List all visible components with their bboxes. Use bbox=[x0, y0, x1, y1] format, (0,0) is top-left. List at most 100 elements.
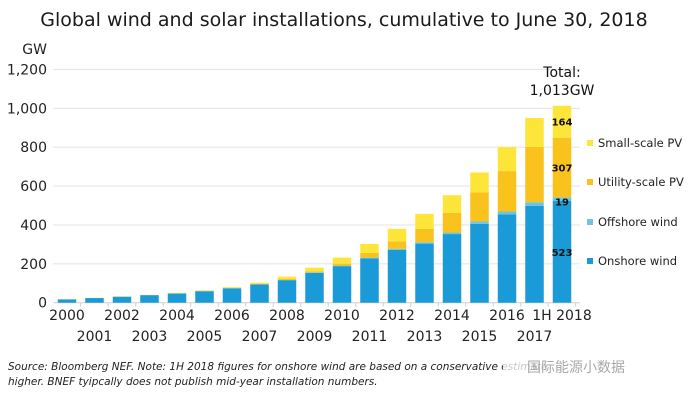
bar-segment-utility-scale-pv bbox=[470, 192, 489, 222]
bar-segment-onshore-wind bbox=[552, 201, 572, 303]
bar-segment-onshore-wind bbox=[140, 295, 159, 303]
bar-segment-utility-scale-pv bbox=[305, 271, 324, 273]
x-tick-label: 2015 bbox=[462, 329, 498, 345]
x-tick-label: 2007 bbox=[242, 329, 278, 345]
bar-segment-small-scale-pv bbox=[497, 146, 517, 172]
bar-segment-utility-scale-pv bbox=[525, 146, 544, 203]
source-note-line2: higher. BNEF tyipcally does not publish … bbox=[8, 376, 378, 388]
x-tick-label: 2000 bbox=[49, 308, 85, 324]
bar-segment-small-scale-pv bbox=[305, 267, 324, 272]
bar-segment-onshore-wind bbox=[525, 205, 544, 303]
bar-segment-small-scale-pv bbox=[332, 257, 352, 264]
x-tick-label: 2008 bbox=[269, 308, 305, 324]
bar-segment-onshore-wind bbox=[222, 288, 242, 303]
y-tick-label: 1,200 bbox=[7, 62, 47, 78]
total-annotation-line1: Total: bbox=[542, 65, 580, 81]
y-axis-unit: GW bbox=[22, 42, 47, 58]
data-label: 523 bbox=[552, 248, 573, 259]
x-tick-label: 2009 bbox=[297, 329, 333, 345]
bar-segment-small-scale-pv bbox=[525, 118, 544, 147]
x-tick-label: 2001 bbox=[77, 329, 113, 345]
bar-segment-onshore-wind bbox=[85, 298, 104, 303]
x-tick-label: 2004 bbox=[159, 308, 195, 324]
chart-title: Global wind and solar installations, cum… bbox=[40, 9, 647, 31]
bar-segment-offshore-wind bbox=[415, 242, 434, 244]
legend-label: Offshore wind bbox=[598, 215, 678, 229]
bar-segment-small-scale-pv bbox=[277, 276, 297, 279]
data-label: 19 bbox=[555, 197, 569, 208]
watermark: 国际能源小数据 bbox=[527, 360, 625, 376]
total-annotation-line2: 1,013GW bbox=[530, 83, 595, 99]
x-tick-label: 2016 bbox=[489, 308, 525, 324]
y-tick-label: 800 bbox=[20, 140, 47, 156]
bar-segment-onshore-wind bbox=[332, 266, 352, 303]
bar-segment-offshore-wind bbox=[442, 232, 462, 235]
data-label: 307 bbox=[552, 163, 573, 174]
bar-segment-small-scale-pv bbox=[360, 243, 379, 253]
bar-segment-onshore-wind bbox=[415, 243, 434, 303]
bar-segment-small-scale-pv bbox=[250, 282, 269, 285]
legend-swatch bbox=[587, 140, 593, 146]
bar-segment-small-scale-pv bbox=[415, 213, 434, 229]
bar-segment-utility-scale-pv bbox=[360, 252, 379, 258]
data-label: 164 bbox=[552, 118, 573, 129]
bar-segment-utility-scale-pv bbox=[442, 212, 462, 233]
bar-segment-onshore-wind bbox=[470, 223, 489, 303]
legend-label: Onshore wind bbox=[598, 254, 677, 268]
source-note-line1: Source: Bloomberg NEF. Note: 1H 2018 fig… bbox=[8, 361, 548, 373]
legend-swatch bbox=[587, 179, 593, 185]
bar-segment-offshore-wind bbox=[497, 211, 517, 215]
bar-segment-offshore-wind bbox=[525, 202, 544, 206]
bar-segment-small-scale-pv bbox=[195, 290, 214, 292]
bar-segment-utility-scale-pv bbox=[387, 241, 407, 249]
legend-swatch bbox=[587, 258, 593, 264]
bar-segment-onshore-wind bbox=[387, 249, 407, 303]
bar-segment-onshore-wind bbox=[305, 272, 324, 303]
bar-segment-offshore-wind bbox=[552, 197, 572, 202]
bar-segment-small-scale-pv bbox=[387, 228, 407, 242]
bar-segment-utility-scale-pv bbox=[415, 228, 434, 243]
bar-segment-onshore-wind bbox=[277, 280, 297, 303]
bar-segment-onshore-wind bbox=[442, 234, 462, 303]
x-tick-label: 2005 bbox=[187, 329, 223, 345]
x-tick-label: 2017 bbox=[517, 329, 553, 345]
bar-segment-onshore-wind bbox=[250, 284, 269, 303]
bar-segment-onshore-wind bbox=[360, 258, 379, 303]
bar-segment-onshore-wind bbox=[497, 214, 517, 303]
x-tick-label: 2003 bbox=[132, 329, 168, 345]
legend-label: Small-scale PV bbox=[598, 136, 682, 150]
bar-segment-onshore-wind bbox=[112, 296, 132, 303]
bar-segment-onshore-wind bbox=[167, 293, 187, 303]
bar-segment-utility-scale-pv bbox=[332, 263, 352, 266]
bar-segment-offshore-wind bbox=[332, 265, 352, 267]
x-tick-label: 2011 bbox=[352, 329, 388, 345]
x-tick-label: 2006 bbox=[214, 308, 250, 324]
y-tick-label: 400 bbox=[20, 218, 47, 234]
x-tick-label: 2014 bbox=[434, 308, 470, 324]
bar-segment-utility-scale-pv bbox=[552, 137, 572, 198]
y-tick-label: 200 bbox=[20, 257, 47, 273]
bar-segment-small-scale-pv bbox=[442, 195, 462, 213]
legend-label: Utility-scale PV bbox=[598, 175, 684, 189]
bar-segment-onshore-wind bbox=[195, 291, 214, 303]
legend-swatch bbox=[587, 219, 593, 225]
bar-segment-offshore-wind bbox=[387, 248, 407, 250]
x-tick-label: 2010 bbox=[324, 308, 360, 324]
x-tick-label: 2002 bbox=[104, 308, 140, 324]
y-tick-label: 1,000 bbox=[7, 101, 47, 117]
x-tick-label: 2013 bbox=[407, 329, 443, 345]
watermark-backdrop bbox=[503, 358, 663, 376]
x-tick-label: 1H 2018 bbox=[532, 308, 592, 324]
bar-segment-utility-scale-pv bbox=[277, 278, 297, 280]
bar-segment-small-scale-pv bbox=[167, 292, 187, 294]
y-tick-label: 0 bbox=[38, 296, 47, 312]
bar-segment-utility-scale-pv bbox=[497, 171, 517, 212]
bar-segment-small-scale-pv bbox=[222, 287, 242, 289]
bar-segment-small-scale-pv bbox=[470, 172, 489, 193]
y-tick-label: 600 bbox=[20, 179, 47, 195]
bar-segment-offshore-wind bbox=[470, 221, 489, 224]
bar-segment-small-scale-pv bbox=[552, 105, 572, 138]
x-tick-label: 2012 bbox=[379, 308, 415, 324]
bar-segment-onshore-wind bbox=[57, 299, 77, 303]
